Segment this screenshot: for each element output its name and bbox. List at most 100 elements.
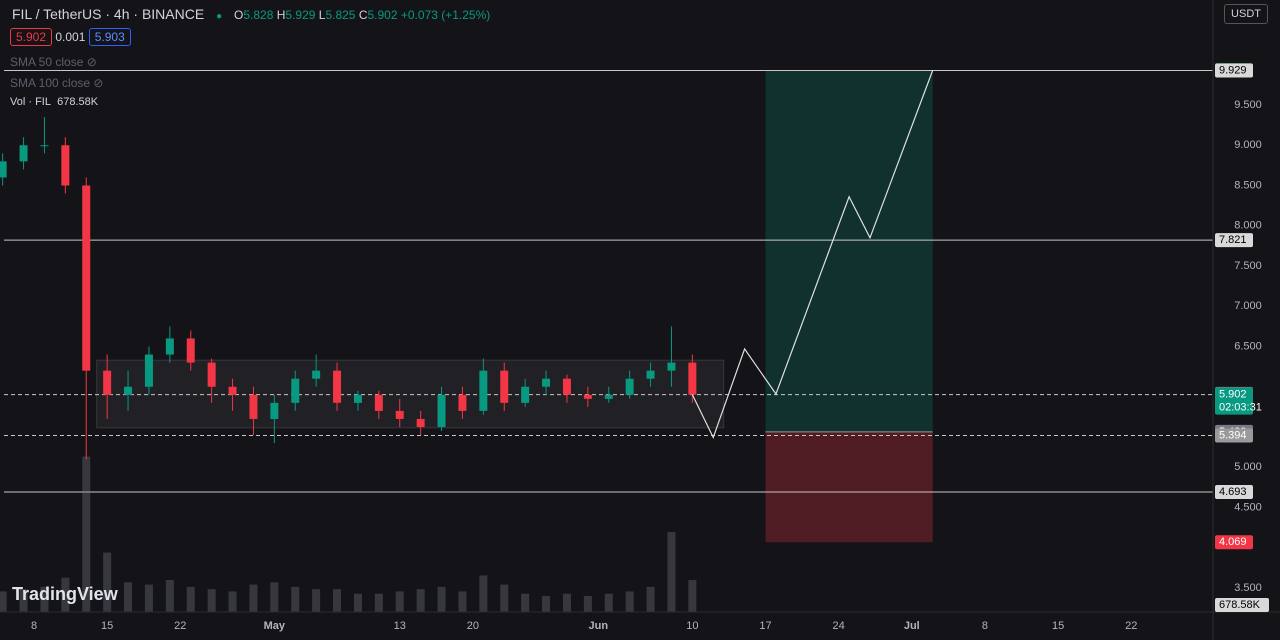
candle-body	[583, 394, 592, 399]
x-tick-label: 13	[394, 620, 406, 632]
y-tick-label: 8.000	[1234, 220, 1262, 232]
candle-body	[667, 362, 676, 371]
ask[interactable]: 5.903	[88, 28, 131, 46]
level-label-bg	[1215, 63, 1253, 78]
volume-bar	[500, 584, 509, 612]
candle-body	[500, 370, 509, 403]
take-profit-zone	[765, 70, 933, 432]
volume-bar	[542, 596, 551, 612]
y-tick-label: 6.500	[1234, 340, 1262, 352]
candle-body	[521, 386, 530, 403]
x-tick-label: Jul	[904, 620, 920, 632]
bid-ask: 5.902 0.001 5.903	[10, 28, 131, 46]
candle-body	[688, 362, 697, 395]
candle-body	[103, 370, 112, 395]
candle-body	[437, 394, 446, 427]
candle-body	[625, 378, 634, 395]
change: +0.073 (+1.25%)	[400, 8, 491, 22]
currency-button[interactable]: USDT	[1224, 4, 1268, 24]
y-tick-label: 9.500	[1234, 99, 1262, 111]
candle-body	[144, 354, 153, 387]
volume-bar	[416, 589, 425, 612]
level-label-bg	[1215, 484, 1253, 499]
ohlc: O5.828 H5.929 L5.825 C5.902 +0.073 (+1.2…	[234, 8, 490, 22]
volume-bar	[124, 582, 133, 612]
vol-legend: Vol · FIL 678.58K	[10, 96, 98, 108]
low-label: L	[318, 8, 326, 22]
candle-body	[270, 402, 279, 419]
volume-bar	[291, 586, 300, 612]
x-tick-label: 15	[1052, 620, 1064, 632]
candle-body	[562, 378, 571, 395]
candle-body	[291, 378, 300, 403]
volume-bar	[82, 456, 91, 612]
volume-bar	[562, 593, 571, 612]
volume-bar	[228, 591, 237, 612]
candle-body	[646, 370, 655, 379]
low: 5.825	[325, 8, 356, 22]
level-label-bg	[1215, 233, 1253, 248]
close: 5.902	[367, 8, 398, 22]
bid[interactable]: 5.902	[10, 28, 53, 46]
high-label: H	[276, 8, 286, 22]
x-tick-label: 10	[686, 620, 698, 632]
volume-bar	[646, 586, 655, 612]
volume-bar	[165, 580, 174, 612]
candle-body	[61, 145, 70, 186]
volume-bar	[103, 552, 112, 612]
price-axis	[1213, 0, 1280, 640]
candle-body	[40, 145, 49, 147]
volume-bar	[144, 584, 153, 612]
volume-bar	[270, 582, 279, 612]
volume-bar	[688, 580, 697, 612]
x-tick-label: 15	[101, 620, 113, 632]
candle-body	[312, 370, 321, 379]
volume-bar	[40, 586, 49, 612]
vol-label: Vol · FIL	[10, 96, 51, 108]
x-tick-label: 22	[1125, 620, 1137, 632]
sma100-label: SMA 100 close	[10, 76, 91, 90]
volume-bar	[186, 586, 195, 612]
volume-bar	[61, 577, 70, 612]
x-tick-label: 20	[467, 620, 479, 632]
y-tick-label: 7.500	[1234, 260, 1262, 272]
x-tick-label: 17	[759, 620, 771, 632]
status-dot: ●	[216, 11, 223, 22]
header: FIL / TetherUS · 4h · BINANCE ● O5.828 H…	[12, 6, 490, 22]
sma50[interactable]: SMA 50 close ⊘	[10, 55, 97, 69]
volume-bar	[479, 575, 488, 612]
level-label: 7.821	[1219, 234, 1247, 246]
y-tick-label: 5.000	[1234, 461, 1262, 473]
high: 5.929	[285, 8, 316, 22]
volume-label-bg	[1215, 598, 1269, 612]
volume-bar	[458, 591, 467, 612]
level-label: 9.929	[1219, 64, 1247, 76]
volume-bar	[625, 591, 634, 612]
close-label: C	[358, 8, 368, 22]
stop-label: 4.069	[1219, 536, 1247, 548]
sma100[interactable]: SMA 100 close ⊘	[10, 76, 104, 90]
y-tick-label: 4.500	[1234, 501, 1262, 513]
volume-bar	[604, 593, 613, 612]
x-tick-label: Jun	[589, 620, 609, 632]
x-tick-label: 8	[31, 620, 37, 632]
y-tick-label: 8.500	[1234, 179, 1262, 191]
candle-body	[207, 362, 216, 387]
symbol: FIL / TetherUS · 4h · BINANCE	[12, 6, 205, 22]
x-tick-label: May	[264, 620, 286, 632]
volume-bar	[312, 589, 321, 612]
stop-label-bg	[1215, 535, 1253, 550]
volume-label: 678.58K	[1219, 599, 1261, 611]
candle-body	[458, 394, 467, 411]
candle-body	[124, 386, 133, 395]
volume-bar	[0, 591, 7, 612]
stop-loss-zone	[765, 431, 933, 543]
level-label: 5.394	[1219, 429, 1247, 441]
spread: 0.001	[55, 30, 86, 44]
volume-bar	[583, 596, 592, 612]
candle-body	[82, 185, 91, 371]
volume-bar	[207, 589, 216, 612]
volume-bar	[437, 586, 446, 612]
